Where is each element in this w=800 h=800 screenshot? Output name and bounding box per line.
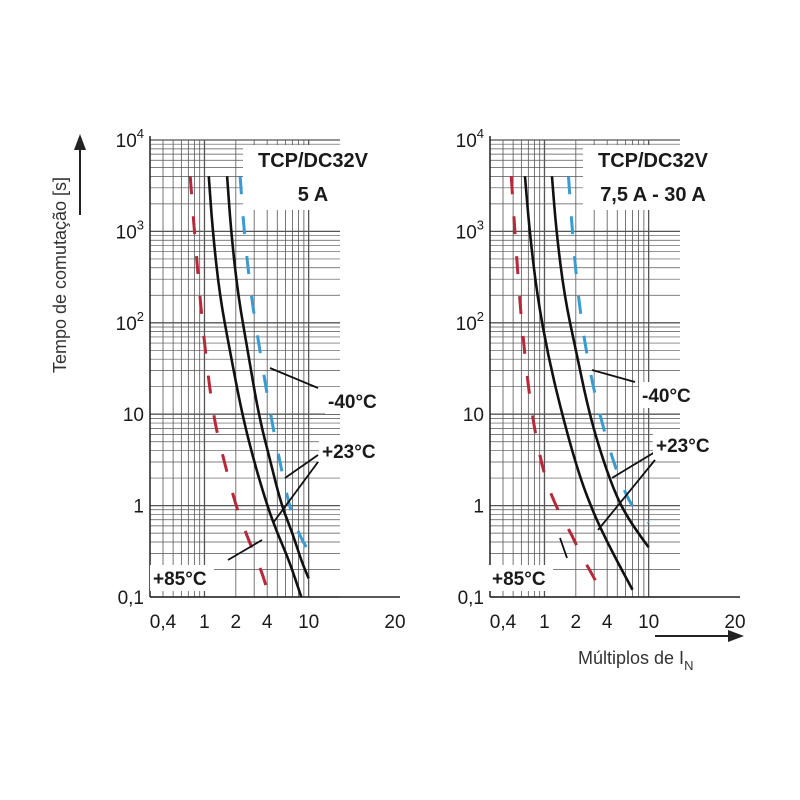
x-tick-label: 1 xyxy=(539,612,550,633)
y-axis-arrow-head xyxy=(74,134,86,150)
series-line-plus85 xyxy=(509,176,597,582)
annotation-t23: +23°C xyxy=(656,436,710,457)
y-tick-exponent: 3 xyxy=(477,217,484,232)
y-tick-label: 103 xyxy=(116,217,144,243)
annotation-leader xyxy=(559,537,568,559)
y-tick-exponent: 4 xyxy=(137,126,144,141)
x-tick-label: 2 xyxy=(231,612,242,633)
title-box xyxy=(583,145,723,210)
y-tick-base: 10 xyxy=(116,222,137,243)
annotation-t40: -40°C xyxy=(642,386,691,407)
x-axis-label: Múltiplos de IN xyxy=(578,648,693,673)
annotation-leader xyxy=(272,461,319,524)
x-axis-label-main: Múltiplos de I xyxy=(578,648,684,668)
y-tick-exponent: 2 xyxy=(477,309,484,324)
annotation-bg xyxy=(639,382,703,408)
y-tick-label: 0,1 xyxy=(118,588,144,609)
annotation-bg xyxy=(325,388,389,414)
x-tick-label: 20 xyxy=(384,612,405,633)
y-tick-base: 10 xyxy=(116,314,137,335)
y-tick-base: 10 xyxy=(456,314,477,335)
series-line-plus23-2 xyxy=(225,176,310,579)
y-tick-label: 1 xyxy=(133,497,144,518)
x-tick-label: 2 xyxy=(571,612,582,633)
x-tick-label: 4 xyxy=(602,612,613,633)
annotation-bg xyxy=(150,565,214,591)
x-tick-label: 20 xyxy=(724,612,745,633)
series-line-minus40 xyxy=(566,176,650,524)
chart-subtitle: 7,5 A - 30 A xyxy=(600,184,706,206)
annotation-t85: +85°C xyxy=(492,569,546,590)
chart-title: TCP/DC32V xyxy=(258,150,369,172)
y-tick-label: 103 xyxy=(456,217,484,243)
annotation-leader xyxy=(284,454,319,479)
annotation-leader xyxy=(597,459,656,531)
y-tick-label: 104 xyxy=(116,126,144,152)
y-tick-label: 10 xyxy=(123,405,144,426)
series-line-plus23-1 xyxy=(523,176,634,591)
x-axis-arrow-head xyxy=(728,630,744,642)
annotation-leader xyxy=(611,451,656,479)
x-axis-label-subscript: N xyxy=(684,658,693,673)
annotation-leader xyxy=(269,367,319,389)
annotation-t40: -40°C xyxy=(328,392,377,413)
series-line-plus23-2 xyxy=(550,176,650,549)
y-axis-label: Tempo de comutação [s] xyxy=(50,177,70,373)
chart-title: TCP/DC32V xyxy=(598,150,709,172)
title-box xyxy=(243,145,383,210)
annotation-bg xyxy=(653,432,717,458)
x-tick-label: 1 xyxy=(199,612,210,633)
annotation-leader xyxy=(591,369,636,383)
y-tick-label: 1 xyxy=(473,497,484,518)
y-tick-exponent: 2 xyxy=(137,309,144,324)
y-tick-label: 10 xyxy=(463,405,484,426)
x-tick-label: 10 xyxy=(638,612,659,633)
annotation-bg xyxy=(319,438,383,464)
series-line-minus40 xyxy=(238,176,311,555)
y-tick-label: 104 xyxy=(456,126,484,152)
y-tick-label: 102 xyxy=(456,309,484,335)
annotation-t85: +85°C xyxy=(153,569,207,590)
x-axis-label-group: Múltiplos de IN xyxy=(578,630,744,673)
y-tick-label: 102 xyxy=(116,309,144,335)
x-tick-label: 0,4 xyxy=(490,612,517,633)
y-tick-label: 0,1 xyxy=(458,588,484,609)
x-tick-label: 10 xyxy=(298,612,319,633)
annotation-bg xyxy=(489,565,553,591)
y-axis-label-group: Tempo de comutação [s] xyxy=(50,134,86,373)
x-tick-label: 0,4 xyxy=(150,612,177,633)
x-tick-label: 4 xyxy=(262,612,273,633)
y-tick-base: 10 xyxy=(116,131,137,152)
annotation-leader xyxy=(227,539,263,561)
annotation-t23: +23°C xyxy=(322,442,376,463)
chart-subtitle: 5 A xyxy=(298,184,328,206)
series-line-plus23-1 xyxy=(207,176,303,598)
y-tick-exponent: 4 xyxy=(477,126,484,141)
y-tick-base: 10 xyxy=(456,131,477,152)
y-tick-exponent: 3 xyxy=(137,217,144,232)
y-tick-base: 10 xyxy=(456,222,477,243)
